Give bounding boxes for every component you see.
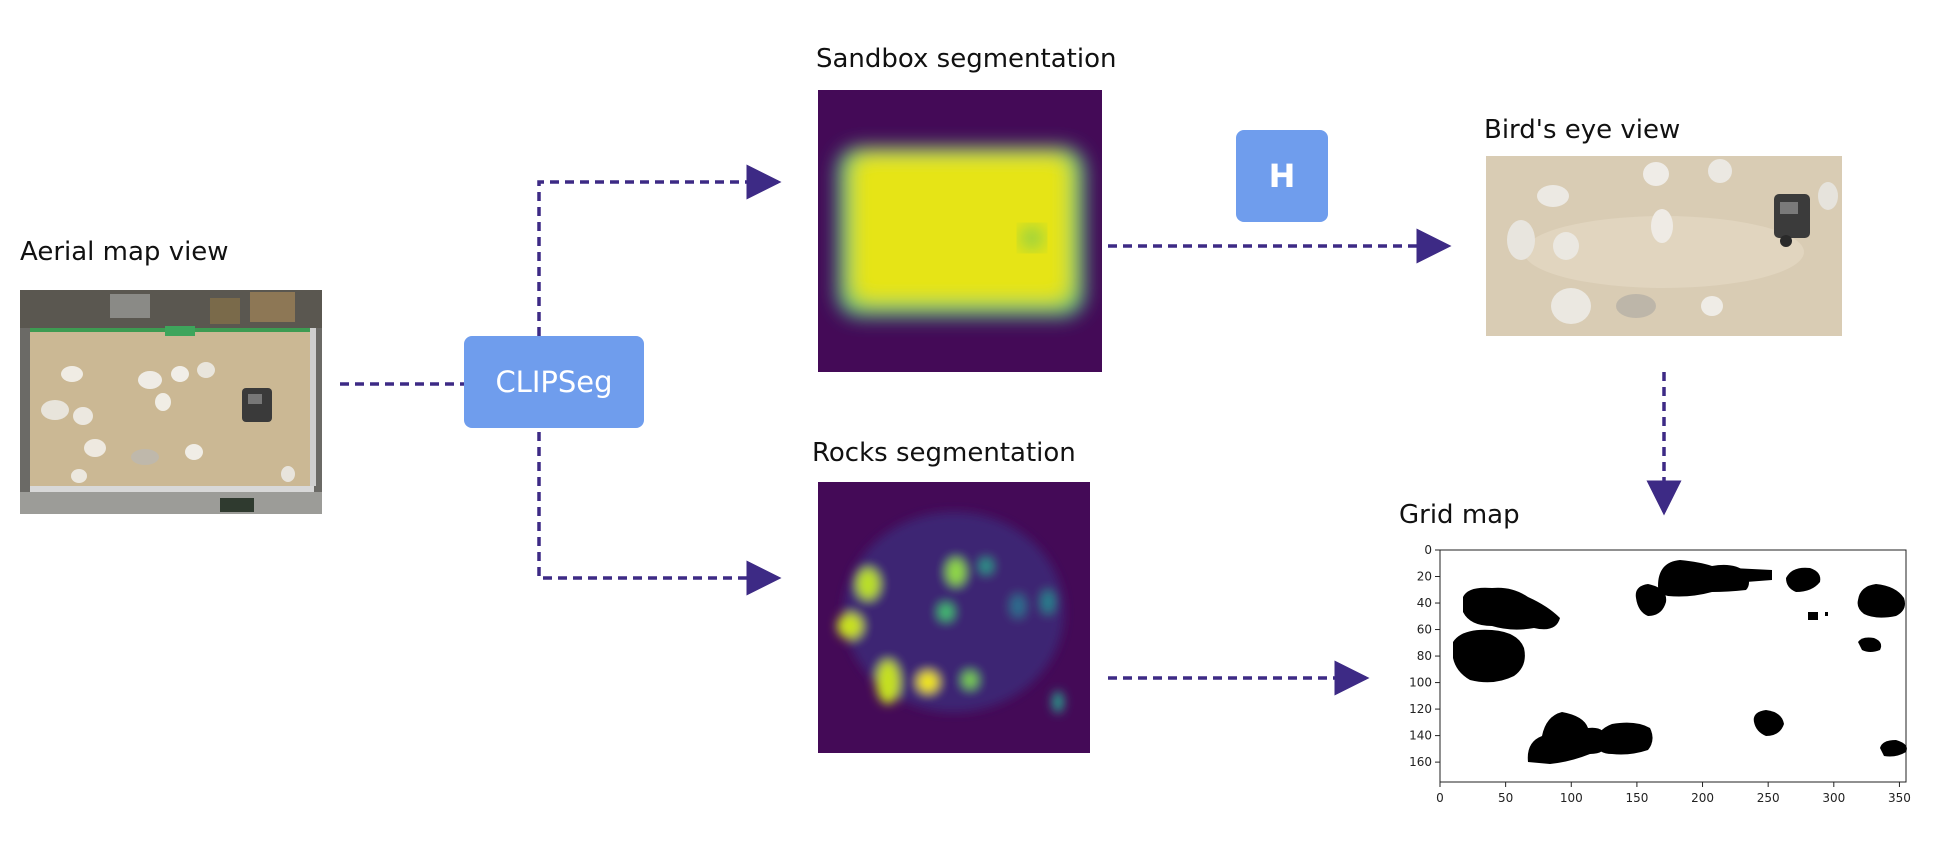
x-tick-label: 150 [1625, 791, 1648, 805]
y-tick-label: 100 [1409, 676, 1432, 690]
y-tick-label: 120 [1409, 702, 1432, 716]
y-tick-label: 80 [1417, 649, 1432, 663]
arrow-clipseg-to-rocks [537, 432, 782, 596]
homography-node: H [1236, 130, 1328, 222]
y-tick-label: 60 [1417, 623, 1432, 637]
aerial-map-view-label: Aerial map view [20, 237, 229, 267]
x-tick-label: 350 [1888, 791, 1911, 805]
x-tick-label: 250 [1757, 791, 1780, 805]
rocks-segmentation-label: Rocks segmentation [812, 438, 1076, 468]
y-tick-label: 20 [1417, 570, 1432, 584]
x-tick-label: 300 [1822, 791, 1845, 805]
y-tick-label: 40 [1417, 596, 1432, 610]
x-tick-label: 200 [1691, 791, 1714, 805]
rocks-segmentation-heatmap [818, 482, 1090, 753]
grid-map-y-axis: 0 20 40 60 80 100 120 140 160 [1409, 543, 1440, 769]
x-tick-label: 100 [1560, 791, 1583, 805]
grid-map-obstacles [1453, 560, 1907, 764]
grid-map-plot: 0 20 40 60 80 100 120 140 160 0 50 100 150 200 250 300… [1409, 543, 1911, 805]
birds-eye-view-label: Bird's eye view [1484, 115, 1681, 145]
y-tick-label: 140 [1409, 729, 1432, 743]
clipseg-node: CLIPSeg [464, 336, 644, 428]
sandbox-segmentation-label: Sandbox segmentation [816, 44, 1117, 74]
x-tick-label: 0 [1436, 791, 1444, 805]
y-tick-label: 0 [1424, 543, 1432, 557]
x-tick-label: 50 [1498, 791, 1513, 805]
grid-map-label: Grid map [1399, 500, 1520, 530]
aerial-photo [20, 290, 322, 514]
grid-map-x-axis: 0 50 100 150 200 250 300 350 [1436, 782, 1911, 805]
birds-eye-view-photo [1486, 156, 1842, 336]
y-tick-label: 160 [1409, 755, 1432, 769]
sandbox-segmentation-heatmap [818, 90, 1102, 372]
arrow-clipseg-to-sandbox [537, 164, 782, 336]
